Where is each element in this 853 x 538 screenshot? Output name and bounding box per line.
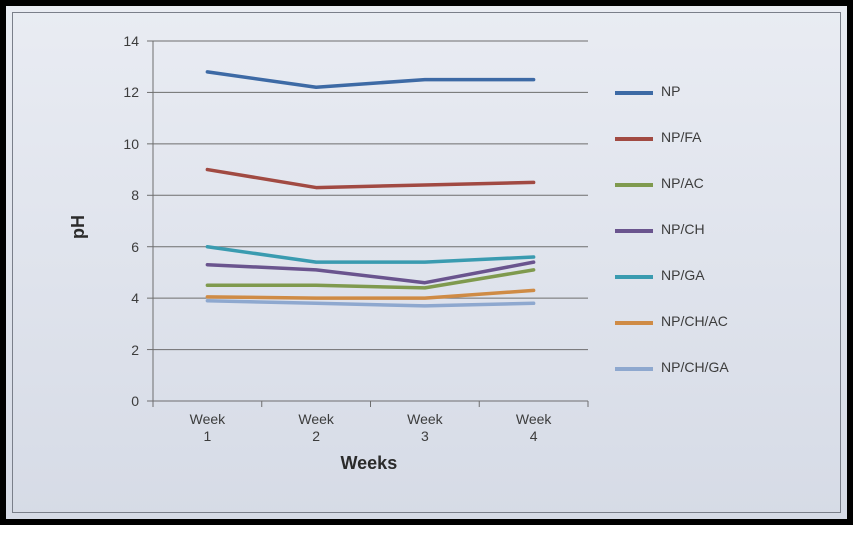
y-tick-label: 14 xyxy=(39,33,139,49)
x-tick-label: Week 2 xyxy=(298,411,334,445)
series-line xyxy=(207,301,533,306)
y-tick-label: 0 xyxy=(39,393,139,409)
x-tick-label: Week 4 xyxy=(516,411,552,445)
legend-swatch xyxy=(615,367,653,371)
legend-swatch xyxy=(615,229,653,233)
y-tick-label: 8 xyxy=(39,187,139,203)
y-tick-label: 10 xyxy=(39,136,139,152)
line-chart-plot xyxy=(13,13,853,538)
legend-swatch xyxy=(615,137,653,141)
chart-inner-frame: 02468101214 Week 1Week 2Week 3Week 4 pH … xyxy=(12,12,841,513)
x-tick-label: Week 3 xyxy=(407,411,443,445)
series-line xyxy=(207,290,533,298)
legend-label: NP xyxy=(661,83,680,99)
series-line xyxy=(207,247,533,262)
series-line xyxy=(207,170,533,188)
legend-swatch xyxy=(615,183,653,187)
chart-outer-frame: 02468101214 Week 1Week 2Week 3Week 4 pH … xyxy=(0,0,853,525)
x-axis-title: Weeks xyxy=(341,453,398,474)
legend-swatch xyxy=(615,91,653,95)
x-tick-label: Week 1 xyxy=(190,411,226,445)
legend-label: NP/CH xyxy=(661,221,705,237)
y-tick-label: 4 xyxy=(39,290,139,306)
y-tick-label: 6 xyxy=(39,239,139,255)
legend-label: NP/FA xyxy=(661,129,701,145)
y-tick-label: 12 xyxy=(39,84,139,100)
legend-swatch xyxy=(615,275,653,279)
series-line xyxy=(207,72,533,87)
legend-label: NP/CH/AC xyxy=(661,313,728,329)
legend-label: NP/CH/GA xyxy=(661,359,729,375)
y-axis-title: pH xyxy=(68,215,89,239)
legend-swatch xyxy=(615,321,653,325)
y-tick-label: 2 xyxy=(39,342,139,358)
legend-label: NP/GA xyxy=(661,267,705,283)
legend-label: NP/AC xyxy=(661,175,704,191)
